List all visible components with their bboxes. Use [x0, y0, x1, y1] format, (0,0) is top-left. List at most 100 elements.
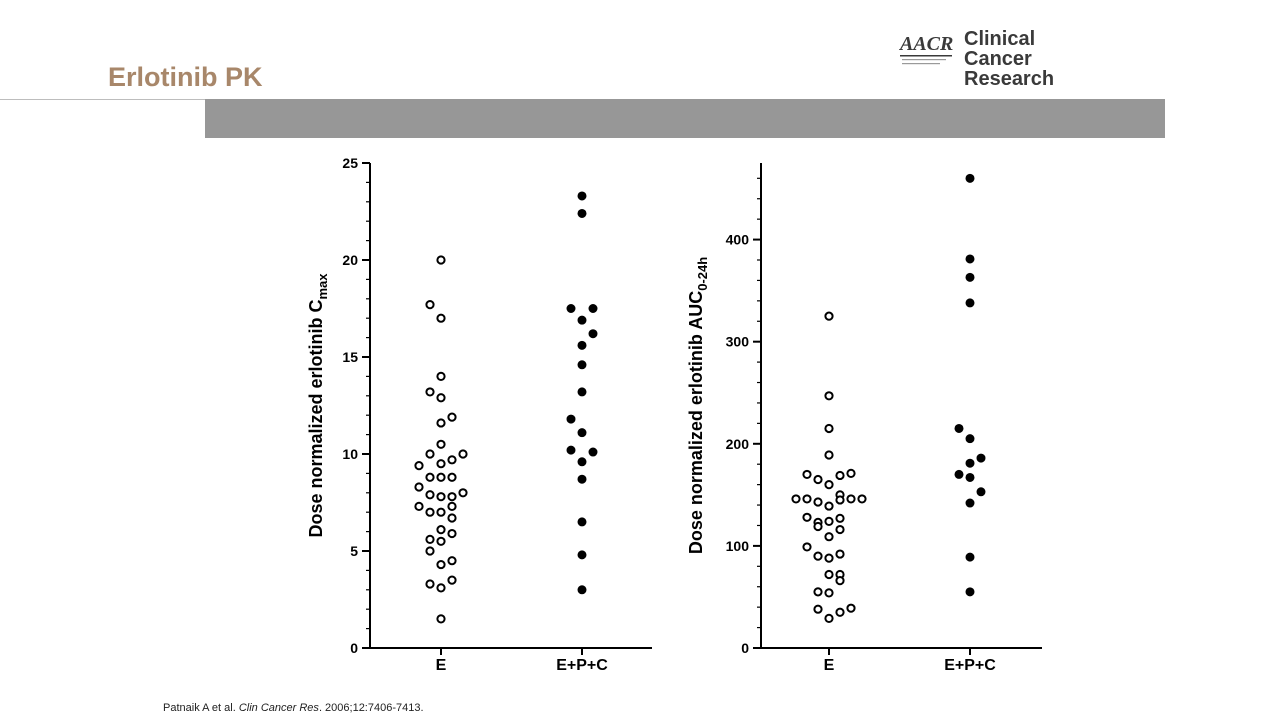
- journal-name-line2: Research: [964, 68, 1055, 90]
- data-point-filled: [965, 298, 975, 308]
- data-point-open: [835, 549, 845, 559]
- data-point-open: [436, 583, 446, 593]
- data-point-open: [436, 472, 446, 482]
- journal-logo: AACR Clinical Cancer Research: [898, 28, 1108, 89]
- x-category-label: E: [436, 657, 447, 674]
- data-point-open: [824, 391, 834, 401]
- data-point-open: [436, 507, 446, 517]
- data-point-filled: [577, 360, 587, 370]
- citation: Patnaik A et al. Clin Cancer Res. 2006;1…: [163, 702, 424, 714]
- pk-scatter-charts: 0 5 10 15 20 25 E E+P+C Dose normalized erlotini…: [306, 155, 1042, 674]
- data-point-open: [824, 569, 834, 580]
- data-point-open: [835, 524, 845, 535]
- x-category-label: E: [824, 657, 835, 674]
- data-point-open: [813, 551, 823, 561]
- data-point-open: [824, 423, 834, 434]
- data-point-open: [458, 449, 468, 459]
- y-axis-label: Dose normalized erlotinib AUC0-24h: [686, 257, 710, 554]
- data-point-open: [425, 300, 435, 310]
- y-tick-label: 100: [726, 538, 750, 554]
- journal-name-line1: Clinical Cancer: [964, 28, 1036, 70]
- title-divider: [0, 99, 205, 100]
- data-point-filled: [954, 423, 964, 433]
- data-point-filled: [577, 550, 587, 560]
- data-point-filled: [965, 458, 975, 468]
- data-point-open: [425, 579, 435, 589]
- data-point-filled: [965, 498, 975, 508]
- y-axis-label: Dose normalized erlotinib Cmax: [306, 273, 330, 538]
- data-point-filled: [965, 434, 975, 444]
- data-point-open: [813, 604, 823, 614]
- y-tick-label: 300: [726, 334, 750, 350]
- y-tick-label: 0: [350, 640, 358, 656]
- data-point-open: [802, 469, 812, 480]
- y-tick-label: 400: [726, 232, 750, 248]
- data-point-open: [436, 439, 446, 449]
- data-point-open: [835, 513, 845, 523]
- data-point-open: [436, 459, 446, 469]
- y-axis-label-main: Dose normalized erlotinib C: [306, 299, 326, 537]
- data-point-open: [425, 387, 435, 397]
- data-point-filled: [577, 387, 587, 397]
- data-point-open: [447, 513, 457, 523]
- data-point-filled: [588, 304, 598, 313]
- data-point-open: [436, 393, 446, 403]
- data-point-open: [835, 576, 845, 586]
- x-category-label: E+P+C: [944, 657, 996, 674]
- y-axis-label-subscript: max: [315, 273, 330, 300]
- data-point-open: [846, 494, 856, 504]
- data-point-open: [802, 494, 812, 504]
- data-point-open: [436, 313, 446, 323]
- data-point-open: [436, 614, 446, 624]
- slide-title: Erlotinib PK: [108, 62, 263, 92]
- data-point-filled: [577, 457, 587, 467]
- data-point-open: [813, 587, 823, 597]
- data-point-open: [414, 482, 424, 492]
- data-point-open: [425, 472, 435, 482]
- data-point-filled: [976, 487, 986, 497]
- data-point-open: [835, 495, 845, 505]
- data-point-filled: [588, 447, 598, 457]
- data-point-filled: [577, 474, 587, 484]
- data-point-filled: [577, 191, 587, 201]
- data-point-open: [824, 553, 834, 563]
- citation-journal: Clin Cancer Res: [238, 702, 319, 714]
- data-point-open: [436, 492, 446, 502]
- data-point-filled: [566, 304, 576, 313]
- data-point-open: [813, 474, 823, 485]
- data-point-open: [791, 494, 801, 504]
- data-point-open: [447, 528, 457, 539]
- y-axis-label-subscript: 0-24h: [695, 257, 710, 291]
- y-tick-label: 25: [342, 155, 358, 171]
- data-point-open: [447, 472, 457, 482]
- data-point-open: [436, 559, 446, 570]
- data-point-open: [436, 371, 446, 381]
- data-point-open: [447, 556, 457, 566]
- data-point-open: [813, 521, 823, 532]
- data-point-open: [802, 542, 812, 552]
- y-tick-label: 15: [342, 349, 358, 365]
- data-point-open: [824, 613, 834, 623]
- data-point-filled: [588, 329, 598, 339]
- y-tick-label: 0: [741, 640, 749, 656]
- aacr-logo-tagline-line: [902, 63, 940, 65]
- data-point-filled: [954, 469, 964, 479]
- data-point-filled: [577, 517, 587, 527]
- data-point-filled: [965, 552, 975, 562]
- data-point-open: [824, 516, 834, 526]
- data-point-filled: [577, 585, 587, 595]
- citation-details: . 2006;12:7406-7413.: [318, 702, 424, 714]
- data-point-open: [436, 536, 446, 546]
- data-point-filled: [965, 272, 975, 282]
- data-point-filled: [566, 445, 576, 455]
- data-point-open: [824, 480, 834, 490]
- data-point-open: [436, 525, 446, 535]
- data-point-open: [802, 512, 812, 522]
- data-point-filled: [566, 414, 576, 424]
- data-point-open: [835, 607, 845, 617]
- data-point-open: [425, 507, 435, 517]
- data-point-filled: [976, 453, 986, 463]
- data-point-filled: [577, 428, 587, 438]
- data-point-open: [436, 255, 446, 265]
- data-point-filled: [577, 208, 587, 218]
